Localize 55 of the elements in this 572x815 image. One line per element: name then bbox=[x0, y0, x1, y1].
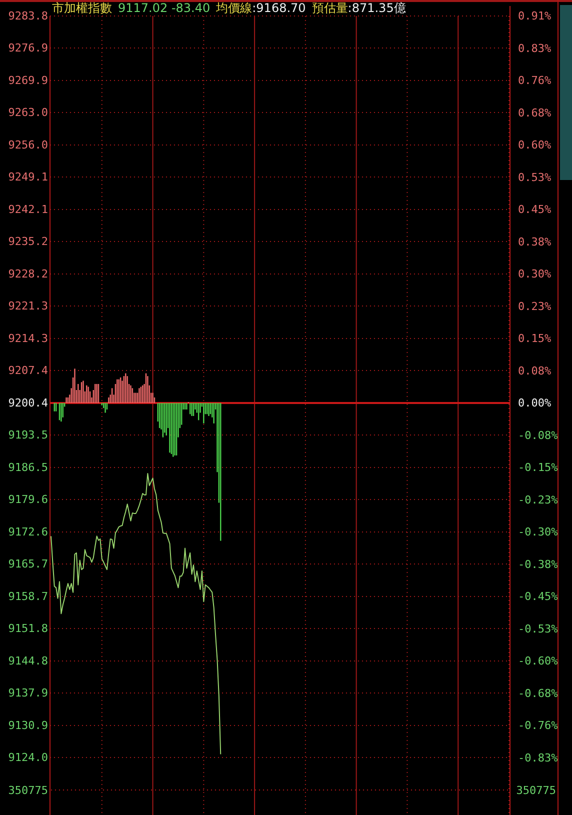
y-tick-label: 9186.5 bbox=[8, 461, 48, 474]
y2-tick-label: 0.68% bbox=[518, 106, 552, 120]
y-tick-label: 9151.8 bbox=[8, 622, 48, 636]
y2-tick-label: 0.00% bbox=[518, 396, 552, 410]
y-tick-label: 9283.8 bbox=[8, 10, 48, 23]
y2-tick-label: -0.68% bbox=[518, 686, 558, 700]
y2-tick-label: -0.83% bbox=[518, 751, 558, 764]
y2-tick-label: 0.45% bbox=[518, 203, 552, 216]
y2-tick-label: 0.91% bbox=[518, 10, 552, 23]
y-tick-label: 9235.2 bbox=[8, 235, 48, 248]
y-tick-label: 9144.8 bbox=[8, 654, 48, 668]
y-tick-label: 9165.7 bbox=[8, 558, 48, 571]
y2-tick-label: -0.60% bbox=[518, 654, 558, 668]
y-tick-label: 9256.0 bbox=[8, 138, 48, 152]
text: 350775 bbox=[8, 784, 48, 797]
y-tick-label: 9276.9 bbox=[8, 42, 48, 55]
y-tick-label: 9221.3 bbox=[8, 300, 48, 313]
chart-title: 市加權指數 bbox=[52, 1, 112, 15]
text: 預估量:871.35億 bbox=[312, 1, 406, 15]
y2-tick-label: 0.83% bbox=[518, 42, 552, 55]
y-tick-label: 9172.6 bbox=[8, 526, 48, 539]
y2-tick-label: -0.08% bbox=[518, 428, 558, 442]
y2-tick-label: 0.53% bbox=[518, 170, 552, 184]
y2-tick-label: 0.08% bbox=[518, 364, 552, 378]
y2-tick-label: 0.76% bbox=[518, 74, 552, 88]
y2-tick-label: -0.15% bbox=[518, 461, 558, 474]
y2-tick-label: 0.23% bbox=[518, 300, 552, 313]
y2-tick-label: 0.30% bbox=[518, 268, 552, 281]
y2-tick-label: -0.30% bbox=[518, 526, 558, 539]
y2-tick-label: 0.60% bbox=[518, 138, 552, 152]
y2-tick-label: -0.45% bbox=[518, 590, 558, 604]
y-tick-label: 9249.1 bbox=[8, 170, 48, 184]
y-tick-label: 9124.0 bbox=[8, 751, 48, 764]
text: 350775 bbox=[516, 784, 556, 797]
chart-subtitle: 9117.02 -83.40 bbox=[118, 1, 210, 15]
y-tick-label: 9137.9 bbox=[8, 686, 48, 700]
y-tick-label: 9228.2 bbox=[8, 268, 48, 281]
y-tick-label: 9158.7 bbox=[8, 590, 48, 604]
text: 均價線:9168.70 bbox=[215, 1, 306, 15]
y-tick-label: 9263.0 bbox=[8, 106, 48, 120]
y-tick-label: 9207.4 bbox=[8, 364, 48, 378]
y2-tick-label: -0.38% bbox=[518, 558, 558, 571]
y-tick-label: 9179.6 bbox=[8, 493, 48, 506]
y-tick-label: 9193.5 bbox=[8, 428, 48, 442]
y2-tick-label: 0.38% bbox=[518, 235, 552, 248]
y-tick-label: 9242.1 bbox=[8, 203, 48, 216]
y2-tick-label: -0.76% bbox=[518, 719, 558, 732]
y-tick-label: 9200.4 bbox=[8, 396, 48, 410]
y2-tick-label: 0.15% bbox=[518, 332, 552, 346]
y2-tick-label: -0.23% bbox=[518, 493, 558, 506]
y2-tick-label: -0.53% bbox=[518, 622, 558, 636]
y-tick-label: 9214.3 bbox=[8, 332, 48, 346]
line-series bbox=[50, 473, 222, 755]
y-tick-label: 9130.9 bbox=[8, 719, 48, 732]
y-tick-label: 9269.9 bbox=[8, 74, 48, 88]
